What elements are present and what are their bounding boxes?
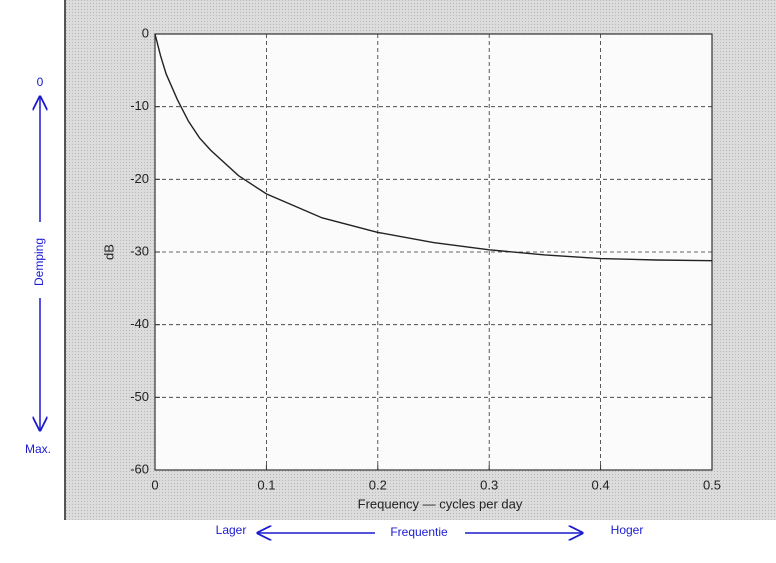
y-tick-label: -30	[130, 243, 149, 258]
y-axis-label: dB	[101, 244, 116, 260]
annotation: Lager	[216, 523, 247, 537]
annotation: Frequentie	[390, 525, 448, 539]
x-tick-label: 0.3	[480, 477, 498, 492]
plot-area	[154, 33, 713, 471]
x-tick-label: 0.2	[369, 477, 387, 492]
annotation: Demping	[32, 238, 46, 286]
x-axis-label: Frequency — cycles per day	[358, 496, 523, 511]
arrows	[40, 97, 582, 533]
y-tick-label: 0	[142, 25, 149, 40]
y-tick-label: -50	[130, 389, 149, 404]
y-tick-label: -20	[130, 171, 149, 186]
x-tick-label: 0	[151, 477, 158, 492]
annotation: 0	[37, 75, 44, 89]
x-tick-label: 0.4	[592, 477, 610, 492]
x-tick-label: 0.1	[257, 477, 275, 492]
annotation: Max.	[25, 442, 51, 456]
x-tick-label: 0.5	[703, 477, 721, 492]
annotation: Hoger	[611, 523, 644, 537]
y-tick-label: -60	[130, 461, 149, 476]
y-tick-label: -10	[130, 98, 149, 113]
y-tick-label: -40	[130, 316, 149, 331]
line	[154, 33, 713, 262]
